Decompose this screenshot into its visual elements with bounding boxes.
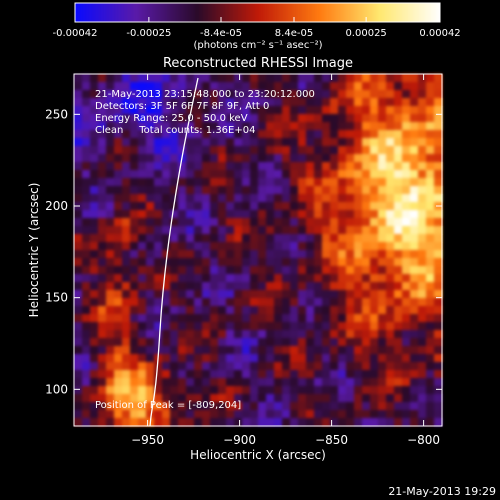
- colorbar-tick-label: -8.4e-05: [200, 28, 242, 39]
- solar-limb-line: [149, 77, 199, 427]
- y-tick-label: 150: [45, 291, 68, 305]
- colorbar-ticks: -0.00042 -0.00025 -8.4e-05 8.4e-05 0.00025 0.…: [53, 17, 461, 39]
- colorbar-tick-label: -0.00025: [126, 28, 171, 39]
- annotation-time-range: 21-May-2013 23:15:48.000 to 23:20:12.000: [95, 89, 315, 100]
- x-tick-label: −850: [315, 433, 348, 447]
- x-tick-label: −900: [223, 433, 256, 447]
- y-tick-label: 100: [45, 382, 68, 396]
- footer-timestamp: 21-May-2013 19:29: [388, 485, 496, 498]
- plot-frame: [73, 73, 443, 427]
- x-axis-label: Heliocentric X (arcsec): [190, 448, 326, 462]
- y-tick-label: 200: [45, 199, 68, 213]
- colorbar-tick-label: -0.00042: [53, 28, 98, 39]
- annotation-energy-range: Energy Range: 25.0 - 50.0 keV: [95, 113, 248, 124]
- chart-title: Reconstructed RHESSI Image: [163, 56, 353, 71]
- colorbar-frame: [74, 2, 441, 23]
- colorbar-unit-label: (photons cm⁻² s⁻¹ asec⁻²): [193, 40, 322, 51]
- axis-ticks: −950 −900 −850 −800 100 150 200 250: [45, 74, 442, 447]
- peak-position-label: Position of Peak = [-809,204]: [95, 400, 241, 411]
- annotation-detectors: Detectors: 3F 5F 6F 7F 8F 9F, Att 0: [95, 101, 269, 112]
- colorbar-tick-label: 0.00025: [345, 28, 386, 39]
- x-tick-label: −800: [407, 433, 440, 447]
- x-tick-label: −950: [131, 433, 164, 447]
- y-tick-label: 250: [45, 107, 68, 121]
- colorbar-tick-label: 0.00042: [419, 28, 460, 39]
- annotation-clean-counts: Clean Total counts: 1.36E+04: [95, 125, 255, 136]
- y-axis-label: Heliocentric Y (arcsec): [27, 183, 41, 318]
- colorbar-tick-label: 8.4e-05: [275, 28, 313, 39]
